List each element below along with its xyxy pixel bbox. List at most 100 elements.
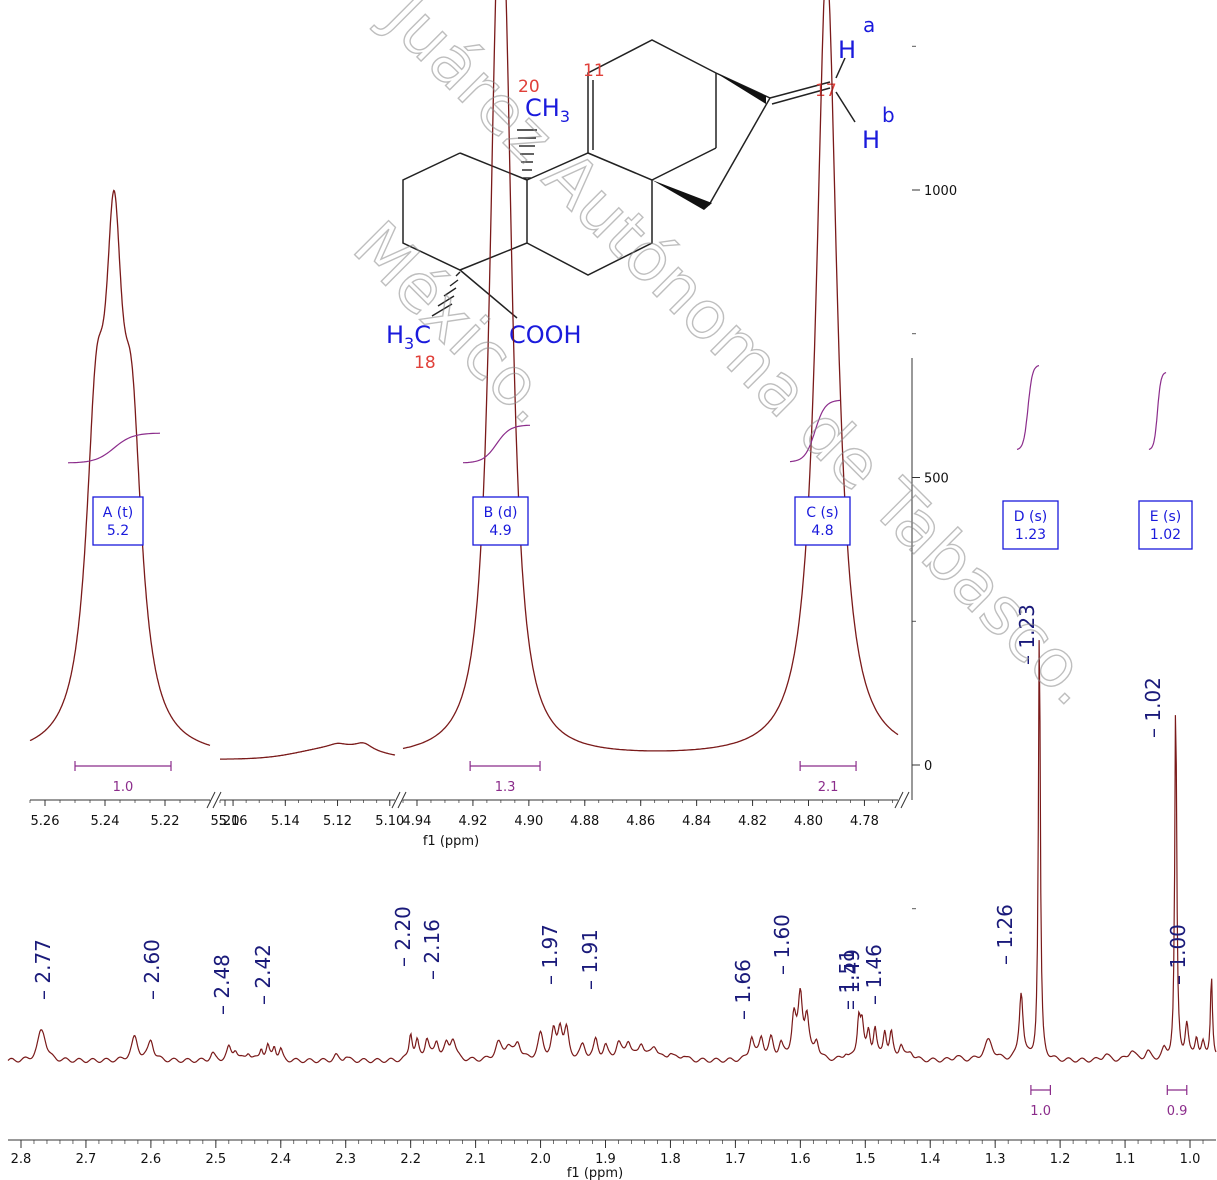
multiplet-shift: 5.2: [107, 523, 129, 539]
x-tick-label: 4.86: [626, 814, 655, 829]
main-x-tick-label: 1.9: [595, 1152, 616, 1167]
peak-label-group: – 1.51: [835, 949, 859, 1010]
main-x-tick-label: 1.3: [985, 1152, 1006, 1167]
main-x-tick-label: 1.7: [725, 1152, 746, 1167]
integral-curve: [1016, 365, 1040, 450]
label-b: b: [882, 103, 895, 127]
x-tick-label: 5.20: [211, 814, 240, 829]
carbon-20-label: 20: [518, 77, 540, 97]
peak-label-group: – 2.16: [420, 919, 444, 980]
main-x-tick-label: 2.2: [400, 1152, 421, 1167]
integral-curve: [789, 399, 841, 463]
x-tick-label: 5.24: [91, 814, 120, 829]
main-x-tick-label: 1.1: [1115, 1152, 1136, 1167]
main-x-tick-label: 1.2: [1050, 1152, 1071, 1167]
integral-value: 1.0: [113, 780, 134, 795]
main-x-tick-label: 2.0: [530, 1152, 551, 1167]
main-x-tick-label: 2.8: [11, 1152, 32, 1167]
x-tick-label: 4.88: [570, 814, 599, 829]
main-x-tick-label: 1.0: [1180, 1152, 1201, 1167]
x-tick-label: 4.80: [794, 814, 823, 829]
main-x-tick-label: 1.4: [920, 1152, 941, 1167]
multiplet-shift: 4.8: [811, 523, 833, 539]
x-tick-label: 4.94: [403, 814, 432, 829]
multiplet-box: [794, 496, 851, 546]
multiplet-shift: 4.9: [489, 523, 511, 539]
peak-label: – 1.49: [840, 949, 864, 1010]
main-x-tick-label: 2.1: [465, 1152, 486, 1167]
main-x-tick-label: 1.5: [855, 1152, 876, 1167]
peak-label: – 1.97: [538, 924, 562, 985]
main-x-tick-label: 1.8: [660, 1152, 681, 1167]
peak-label: – 2.42: [251, 944, 275, 1005]
x-tick-label: 5.10: [375, 814, 404, 829]
peak-label: – 1.51: [835, 949, 859, 1010]
axis-break: [206, 791, 222, 809]
peak-label-group: – 1.91: [578, 929, 602, 990]
multiplet-shift: 1.02: [1150, 527, 1181, 543]
multiplet-box: [1138, 500, 1193, 550]
multiplet-label: E (s): [1150, 509, 1182, 525]
peak-label-group: – 1.23: [1015, 604, 1039, 665]
multiplet-label: C (s): [806, 505, 838, 521]
wedge-bond: [716, 73, 766, 104]
peak-label: – 2.20: [391, 906, 415, 967]
y-tick-label: 1000: [924, 184, 957, 199]
main-x-tick-label: 2.7: [76, 1152, 97, 1167]
multiplet-shift: 1.23: [1015, 527, 1046, 543]
peak-label: – 1.46: [862, 944, 886, 1005]
peak-label: – 2.60: [140, 939, 164, 1000]
x-tick-label: 5.14: [271, 814, 300, 829]
y-tick-label: 500: [924, 472, 949, 487]
peak-label-group: – 2.42: [251, 944, 275, 1005]
peak-label-group: – 1.00: [1166, 924, 1190, 985]
main-integral-value: 0.9: [1167, 1104, 1188, 1119]
main-x-tick-label: 1.6: [790, 1152, 811, 1167]
atom-h-a: H: [838, 36, 856, 64]
wedge-bond: [652, 180, 712, 210]
y-tick-label: 0: [924, 759, 932, 774]
peak-label-group: – 2.60: [140, 939, 164, 1000]
multiplet-box: [472, 496, 529, 546]
h3c-label: H3C: [386, 321, 431, 353]
spectrum-trace-segment: [29, 189, 211, 747]
x-tick-label: 5.12: [323, 814, 352, 829]
inset-x-axis-label: f1 (ppm): [423, 834, 479, 849]
main-x-tick-label: 2.3: [335, 1152, 356, 1167]
peak-label-group: – 1.26: [993, 904, 1017, 965]
x-tick-label: 4.78: [850, 814, 879, 829]
peak-label: – 1.00: [1166, 924, 1190, 985]
multiplet-label: A (t): [103, 505, 133, 521]
multiplet-box: [1002, 500, 1059, 550]
integral-value: 2.1: [818, 780, 839, 795]
carbon-11-label: 11: [583, 61, 605, 81]
peak-label: – 2.77: [31, 939, 55, 1000]
integral-curve: [67, 432, 161, 464]
integral-curve: [1148, 371, 1167, 451]
integral-value: 1.3: [495, 780, 516, 795]
peak-label: – 1.66: [731, 959, 755, 1020]
x-tick-label: 5.26: [31, 814, 60, 829]
peak-label: – 1.23: [1015, 604, 1039, 665]
spectrum-trace-segment: [220, 742, 396, 760]
peak-label-group: – 1.02: [1141, 677, 1165, 738]
atom-h-b: H: [862, 126, 880, 154]
inset-chart: 5.26 5.24 5.22 5.201.05.16 5.14 5.12 5.104.94 4…: [29, 0, 1193, 910]
main-integral-value: 1.0: [1030, 1104, 1051, 1119]
x-tick-label: 4.90: [514, 814, 543, 829]
peak-label-group: – 1.49: [840, 949, 864, 1010]
peak-label: – 2.16: [420, 919, 444, 980]
peak-label: – 1.02: [1141, 677, 1165, 738]
watermark: Juárez Autónoma de Tabasco. México.: [338, 0, 1113, 721]
peak-label-group: – 1.66: [731, 959, 755, 1020]
molecule-structure: [402, 39, 856, 319]
cooh-label: COOH: [509, 321, 582, 349]
hash-bond: [517, 129, 537, 179]
main-x-tick-label: 2.6: [141, 1152, 162, 1167]
peak-label-group: – 1.46: [862, 944, 886, 1005]
label-a: a: [863, 13, 875, 37]
ch3-label: CH3: [525, 94, 570, 126]
peak-label-group: – 2.20: [391, 906, 415, 967]
peak-label: – 2.48: [210, 954, 234, 1015]
